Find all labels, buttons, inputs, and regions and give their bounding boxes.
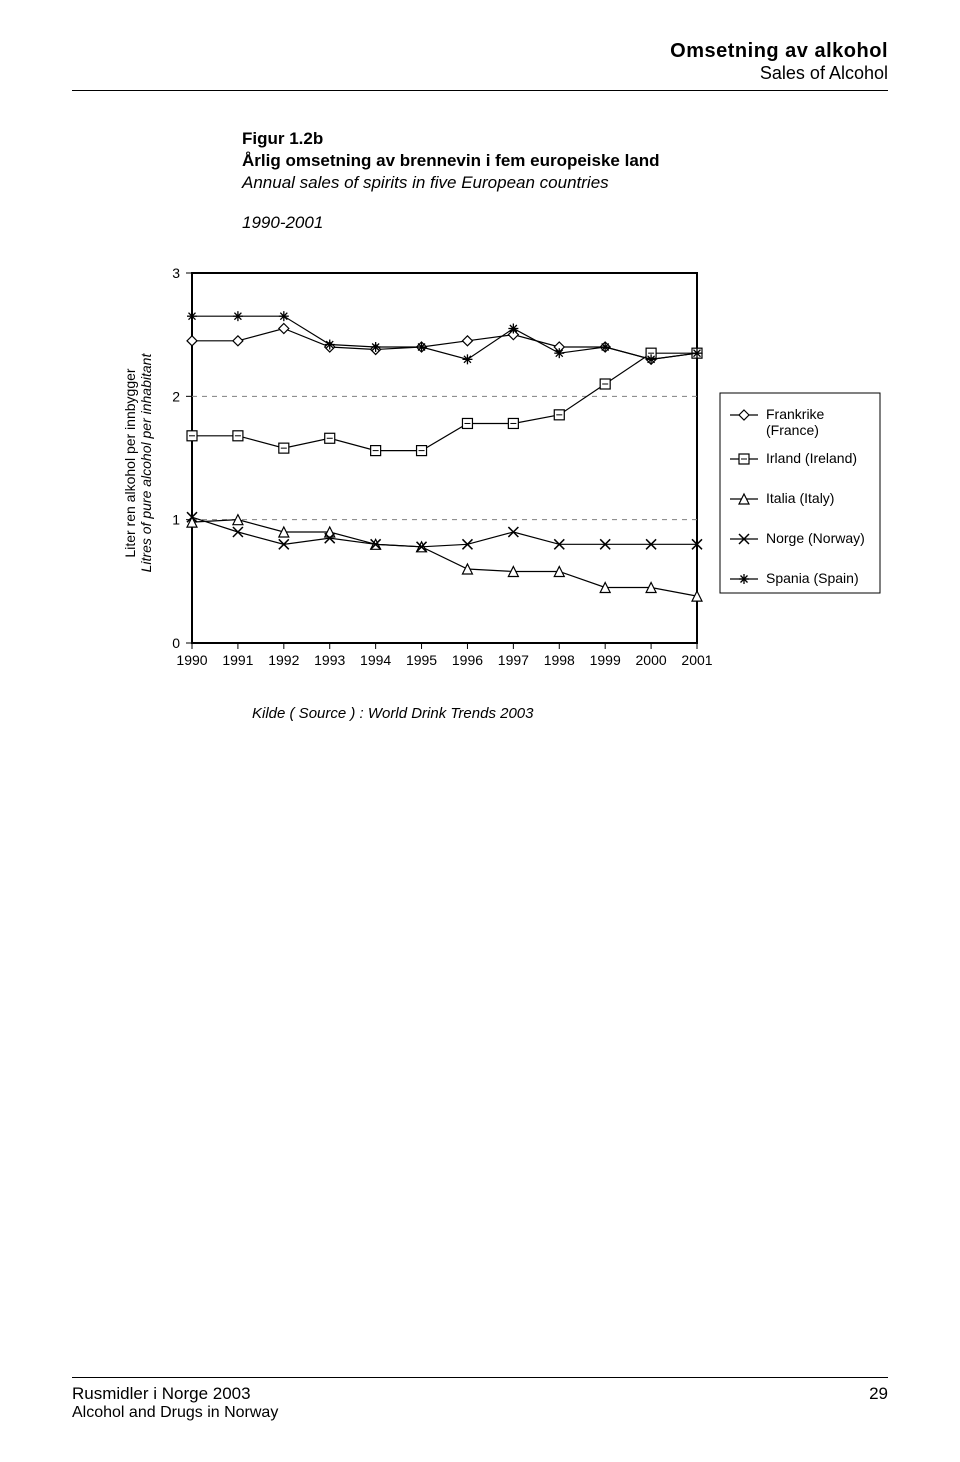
figure-label: Figur 1.2b [242, 129, 888, 149]
svg-text:2: 2 [172, 388, 180, 404]
footer-left-line1: Rusmidler i Norge 2003 [72, 1384, 251, 1404]
header-rule [72, 90, 888, 91]
svg-text:(France): (France) [766, 422, 819, 438]
svg-text:1999: 1999 [590, 652, 621, 668]
svg-text:1991: 1991 [222, 652, 253, 668]
svg-text:Frankrike: Frankrike [766, 406, 825, 422]
svg-text:3: 3 [172, 265, 180, 281]
svg-text:1995: 1995 [406, 652, 437, 668]
y-axis-label-no: Liter ren alkohol per innbygger [122, 323, 138, 603]
figure-source: Kilde ( Source ) : World Drink Trends 20… [252, 705, 888, 722]
svg-text:Irland (Ireland): Irland (Ireland) [766, 450, 857, 466]
svg-text:1994: 1994 [360, 652, 391, 668]
svg-text:Norge (Norway): Norge (Norway) [766, 530, 865, 546]
svg-text:2001: 2001 [681, 652, 712, 668]
figure-title-en: Annual sales of spirits in five European… [242, 173, 888, 193]
svg-text:1998: 1998 [544, 652, 575, 668]
spirits-line-chart: 0 1 2 3 1990 1991 1992 1993 1994 1995 1996 1997 1998… [132, 263, 892, 683]
figure-period: 1990-2001 [242, 213, 888, 233]
svg-text:1992: 1992 [268, 652, 299, 668]
y-axis-label-en: Litres of pure alcohol per inhabitant [138, 323, 154, 603]
svg-text:1997: 1997 [498, 652, 529, 668]
figure-title-no: Årlig omsetning av brennevin i fem europ… [242, 151, 888, 171]
svg-text:2000: 2000 [636, 652, 667, 668]
svg-text:1: 1 [172, 512, 180, 528]
svg-text:1990: 1990 [176, 652, 207, 668]
svg-text:1996: 1996 [452, 652, 483, 668]
svg-text:1993: 1993 [314, 652, 345, 668]
footer-page-number: 29 [869, 1384, 888, 1404]
section-sub: Sales of Alcohol [72, 63, 888, 84]
svg-text:Spania (Spain): Spania (Spain) [766, 570, 859, 586]
svg-text:0: 0 [172, 635, 180, 651]
section-title: Omsetning av alkohol [72, 40, 888, 63]
footer-left-line2: Alcohol and Drugs in Norway [72, 1404, 888, 1422]
footer-rule [72, 1377, 888, 1378]
svg-text:Italia (Italy): Italia (Italy) [766, 490, 834, 506]
